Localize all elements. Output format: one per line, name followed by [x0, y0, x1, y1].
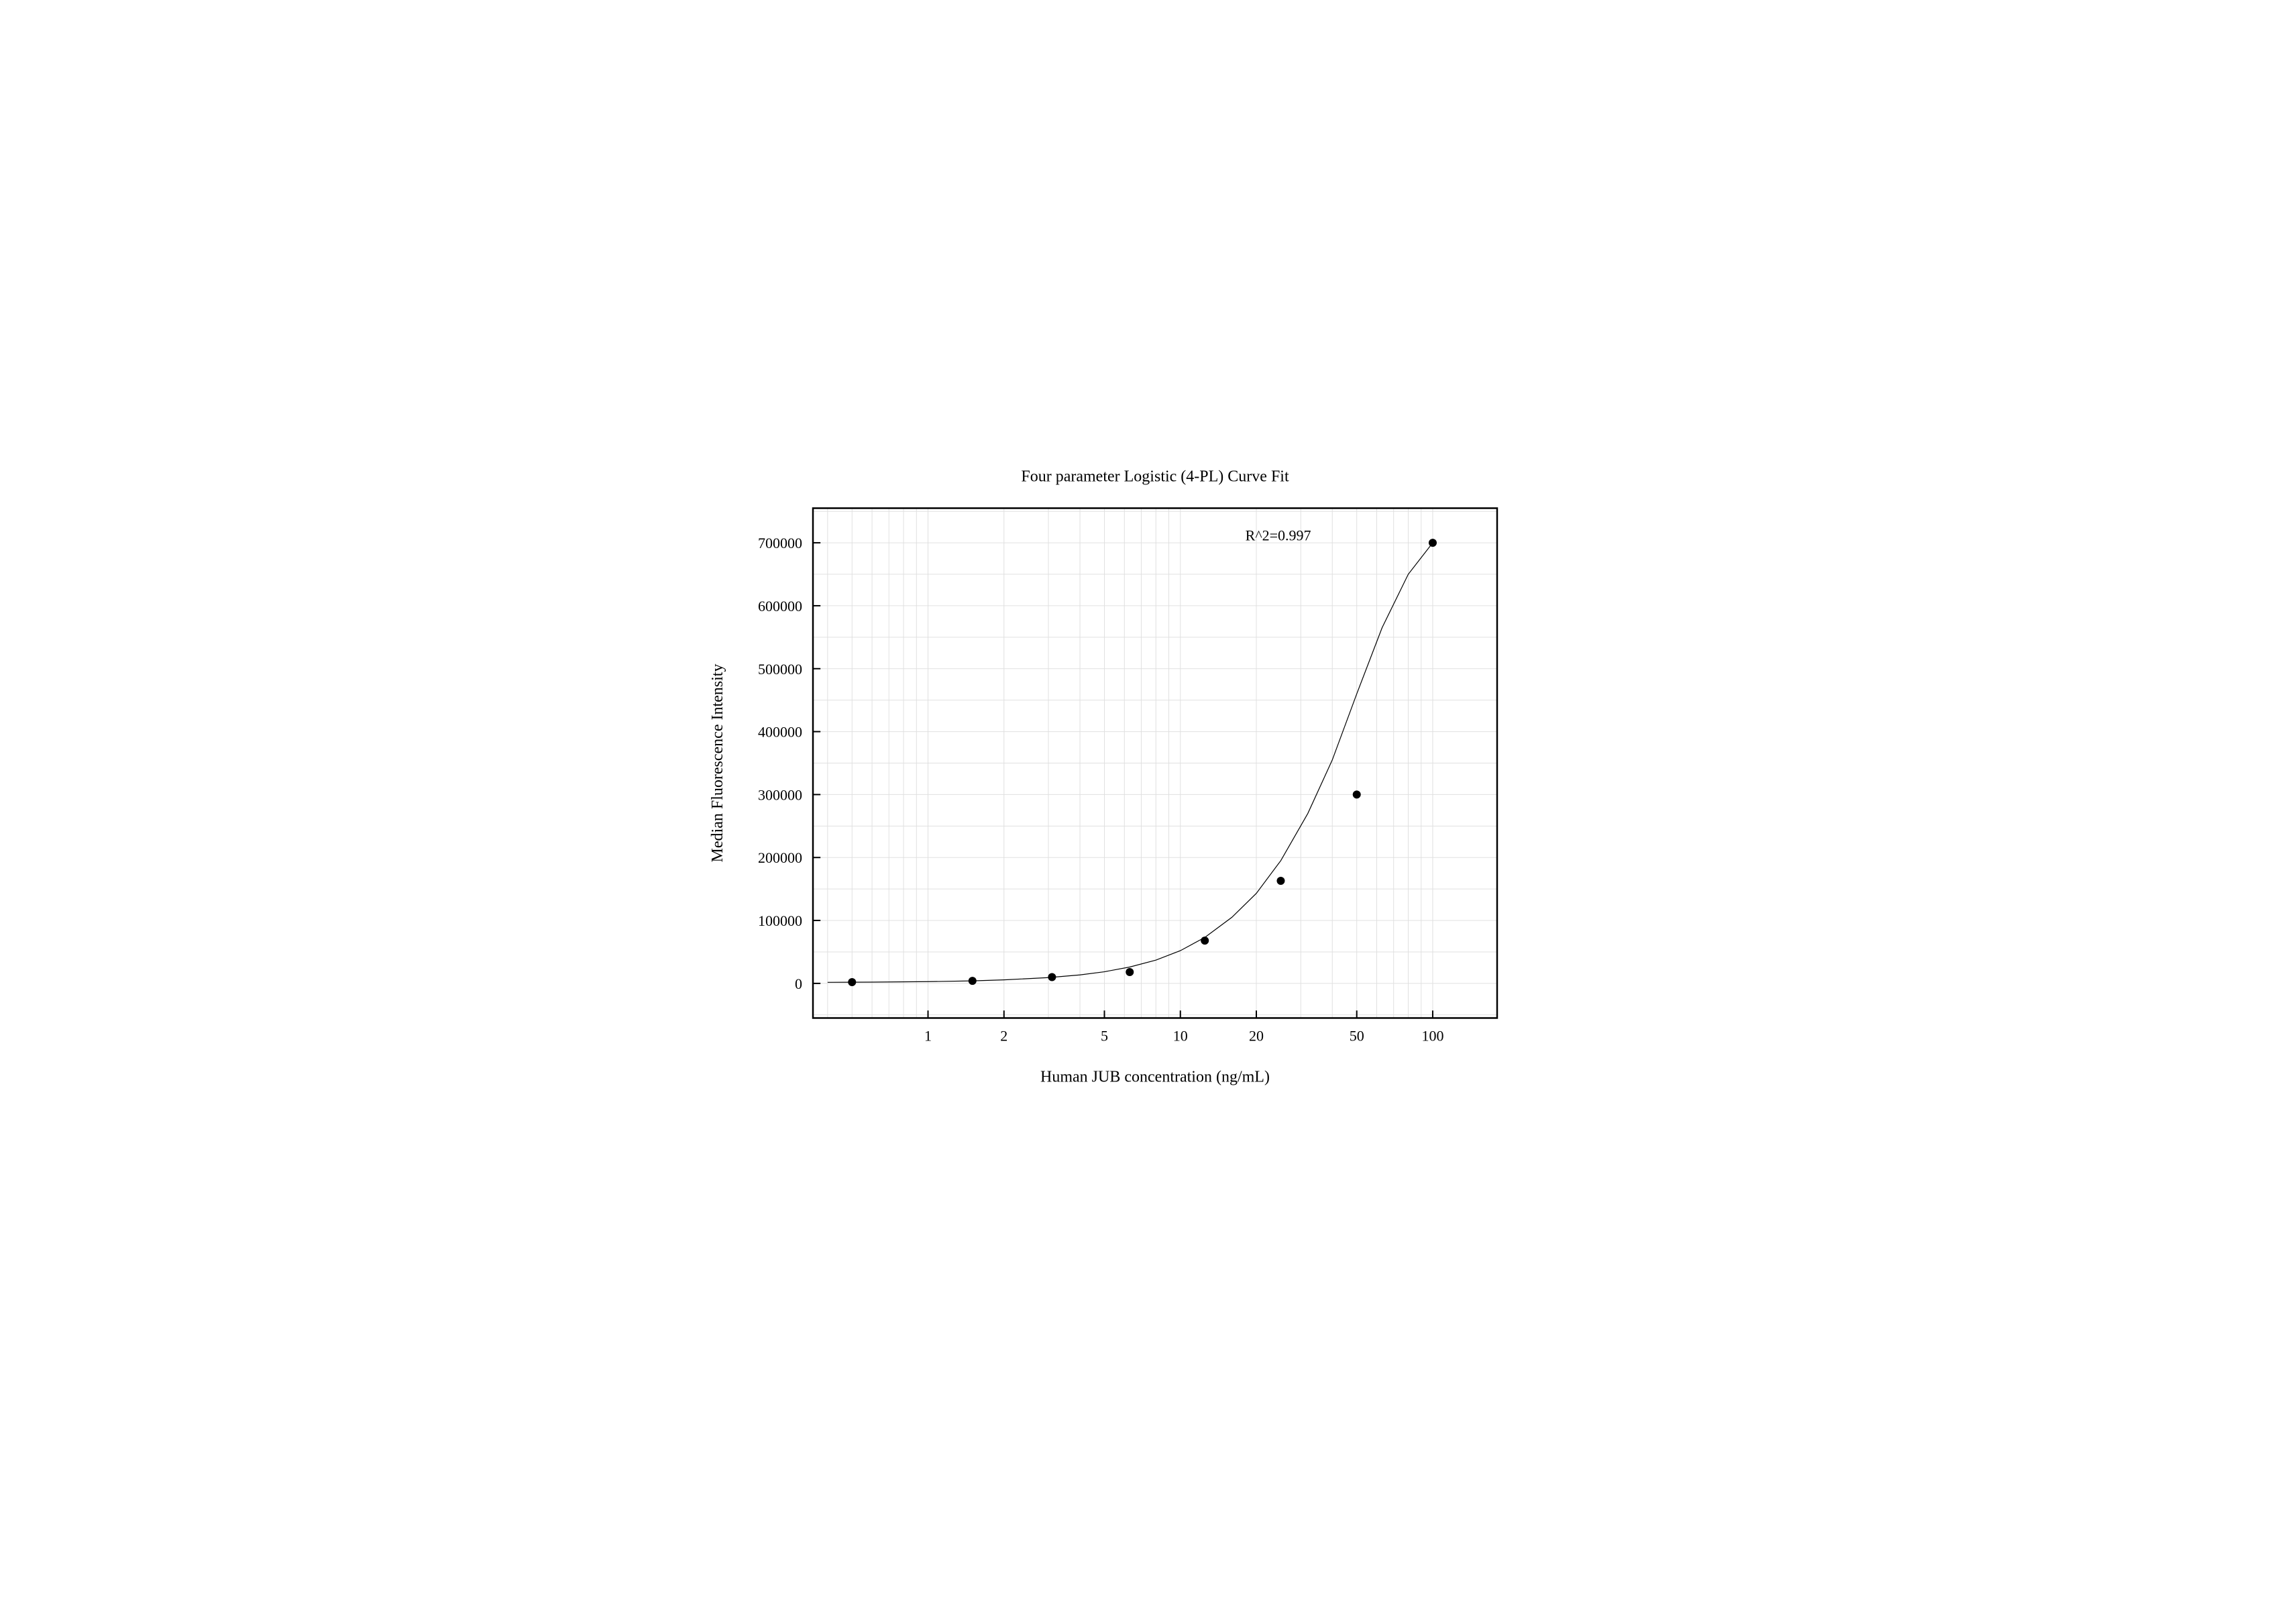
svg-text:200000: 200000 — [758, 849, 802, 866]
svg-text:2: 2 — [1000, 1028, 1007, 1045]
svg-text:100000: 100000 — [758, 912, 802, 929]
chart-container: 1 2 5 10 20 50 100 0 100000 200000 300000 400000 500… — [0, 0, 2296, 1604]
data-point — [1428, 539, 1436, 547]
svg-text:0: 0 — [795, 975, 802, 992]
svg-text:50: 50 — [1349, 1028, 1364, 1045]
svg-text:700000: 700000 — [758, 535, 802, 551]
svg-text:5: 5 — [1100, 1028, 1107, 1045]
data-point — [1126, 968, 1134, 976]
data-point — [968, 977, 976, 985]
data-point — [1201, 937, 1209, 945]
svg-text:400000: 400000 — [758, 724, 802, 741]
data-point — [1048, 973, 1056, 981]
data-point — [1276, 877, 1284, 885]
chart-title: Four parameter Logistic (4-PL) Curve Fit — [1021, 468, 1289, 486]
x-axis-label: Human JUB concentration (ng/mL) — [1040, 1069, 1270, 1086]
data-point — [1352, 790, 1360, 798]
svg-text:300000: 300000 — [758, 786, 802, 803]
y-axis-label: Median Fluorescence Intensity — [709, 664, 726, 863]
logistic-curve-chart: 1 2 5 10 20 50 100 0 100000 200000 300000 400000 500… — [632, 0, 1665, 1604]
svg-text:100: 100 — [1421, 1028, 1443, 1045]
svg-text:1: 1 — [924, 1028, 932, 1045]
svg-text:20: 20 — [1248, 1028, 1263, 1045]
svg-text:10: 10 — [1172, 1028, 1187, 1045]
svg-text:500000: 500000 — [758, 661, 802, 678]
data-point — [848, 978, 856, 986]
svg-text:600000: 600000 — [758, 598, 802, 614]
r-squared-annotation: R^2=0.997 — [1245, 527, 1311, 544]
